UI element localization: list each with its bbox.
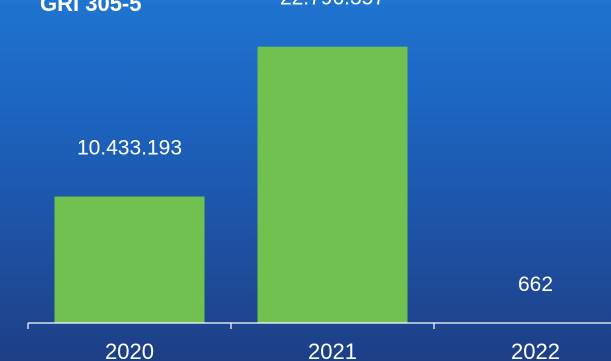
bar-2020	[54, 196, 205, 323]
x-tick-label-2021: 2021	[308, 339, 357, 361]
x-tick-label-2022: 2022	[511, 339, 560, 361]
value-label-2022: 662	[518, 273, 553, 296]
bars-group	[54, 46, 611, 323]
bar-2021	[257, 46, 408, 323]
x-axis-ticks	[27, 323, 435, 329]
value-label-2021: 22.796.357	[280, 0, 385, 10]
value-labels-group: 10.433.193 22.796.357 662	[77, 0, 553, 296]
x-axis-tick-labels: 2020 2021 2022	[105, 339, 560, 361]
x-tick-label-2020: 2020	[105, 339, 154, 361]
chart-title: GRI 305-5	[40, 0, 142, 16]
value-label-2020: 10.433.193	[77, 137, 182, 160]
